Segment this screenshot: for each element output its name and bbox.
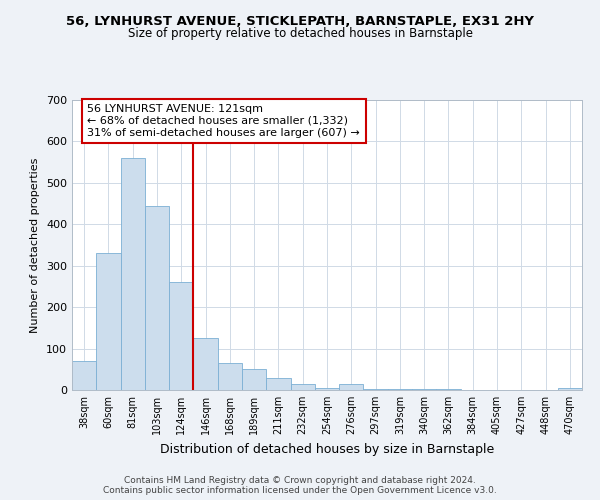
Bar (72, 361, 96, 390)
Bar (339, 384, 364, 390)
Bar (290, 384, 315, 390)
Bar (436, 389, 461, 390)
Text: 56 LYNHURST AVENUE: 121sqm
← 68% of detached houses are smaller (1,332)
31% of s: 56 LYNHURST AVENUE: 121sqm ← 68% of deta… (88, 104, 360, 138)
Bar (96, 254, 121, 390)
Bar (315, 388, 339, 390)
Bar (121, 158, 145, 390)
Text: Contains HM Land Registry data © Crown copyright and database right 2024.
Contai: Contains HM Land Registry data © Crown c… (103, 476, 497, 495)
Bar (364, 389, 388, 390)
X-axis label: Distribution of detached houses by size in Barnstaple: Distribution of detached houses by size … (160, 442, 494, 456)
Text: 56, LYNHURST AVENUE, STICKLEPATH, BARNSTAPLE, EX31 2HY: 56, LYNHURST AVENUE, STICKLEPATH, BARNST… (66, 15, 534, 28)
Bar (266, 378, 290, 390)
Bar (145, 206, 169, 390)
Bar (412, 389, 436, 390)
Bar (242, 370, 266, 390)
Bar (388, 389, 412, 390)
Bar (169, 282, 193, 390)
Bar (558, 388, 582, 390)
Y-axis label: Number of detached properties: Number of detached properties (31, 158, 40, 332)
Text: Size of property relative to detached houses in Barnstaple: Size of property relative to detached ho… (128, 28, 473, 40)
Bar (218, 363, 242, 390)
Bar (193, 338, 218, 390)
